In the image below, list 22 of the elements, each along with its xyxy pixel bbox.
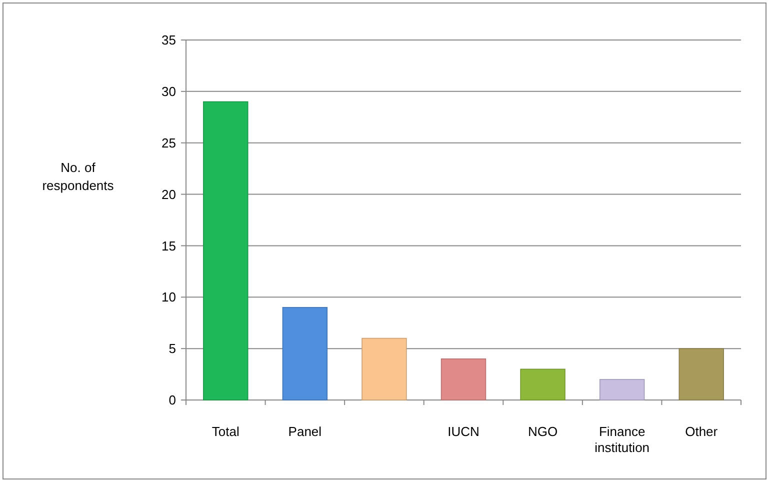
x-tick-label: Panel — [288, 424, 322, 439]
y-tick-label: 35 — [162, 32, 176, 48]
y-tick-label: 20 — [162, 186, 176, 202]
y-tick-label: 0 — [168, 392, 176, 408]
y-tick-label: 30 — [162, 84, 176, 99]
bar — [678, 348, 724, 400]
x-tick-label: NGO — [528, 424, 558, 439]
y-tick-label: 15 — [162, 238, 176, 254]
bar — [440, 358, 486, 400]
y-tick-label: 25 — [162, 135, 176, 150]
bar — [203, 101, 248, 400]
y-axis-title: No. of respondents — [42, 160, 114, 193]
bar — [599, 379, 645, 400]
bar — [282, 307, 328, 400]
y-tick-label: 5 — [168, 341, 176, 356]
bar — [520, 368, 566, 400]
y-tick-label: 10 — [162, 290, 176, 305]
x-tick-label: Total — [212, 424, 240, 439]
bar — [362, 338, 407, 400]
x-tick-label: IUCN — [448, 424, 480, 439]
x-tick-label: Other — [685, 424, 718, 439]
x-tick-label: Finance institution — [594, 424, 650, 455]
